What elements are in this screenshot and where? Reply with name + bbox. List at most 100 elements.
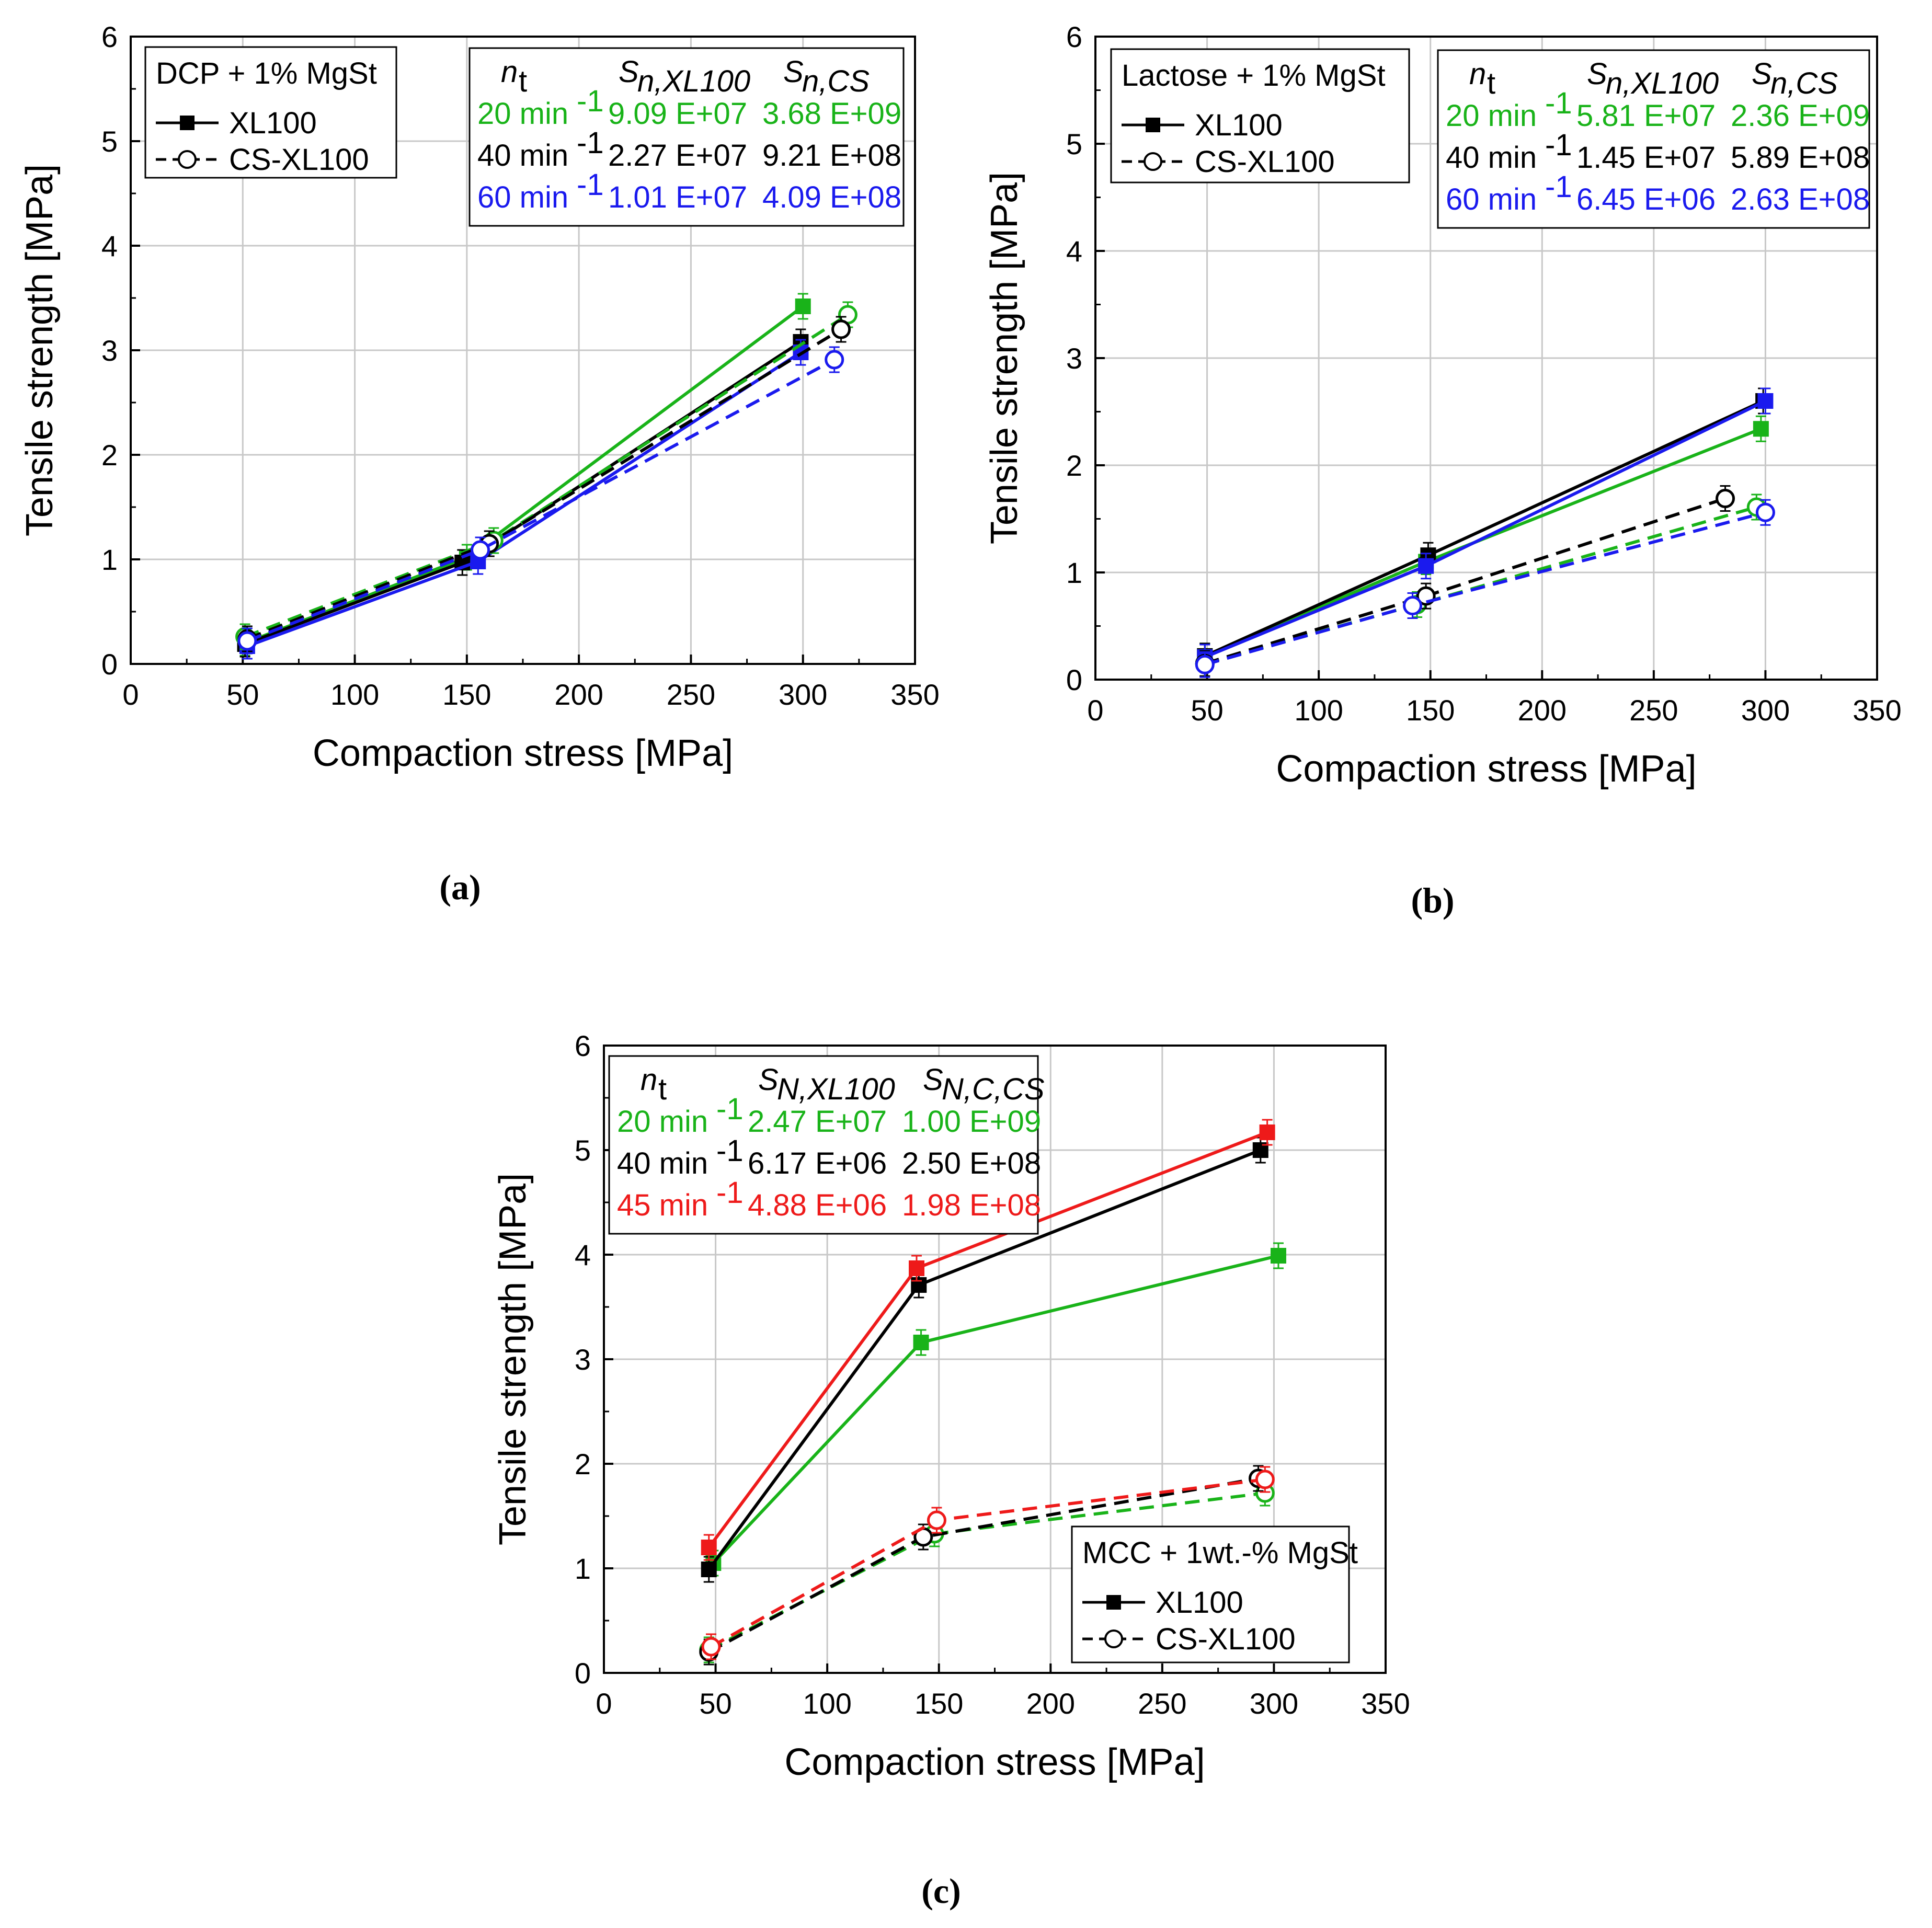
legend-title: Lactose + 1% MgSt — [1122, 59, 1386, 93]
table-row: 60 min -1 6.45 E+06 2.63 E+08 — [1446, 170, 1870, 216]
table-header-s2-sub: n,CS — [1770, 66, 1838, 100]
series-1 — [1197, 415, 1769, 670]
table-header-s1-sub: n,XL100 — [637, 64, 750, 98]
table-header-s1: S — [619, 55, 639, 89]
y-tick-label: 1 — [1066, 556, 1082, 589]
series-4 — [235, 301, 858, 650]
table-speed-exponent: -1 — [1545, 86, 1572, 120]
table-row: 45 min -1 4.88 E+06 1.98 E+08 — [617, 1176, 1041, 1222]
data-point-circle — [831, 319, 851, 339]
y-axis-title: Tensile strength [MPa] — [492, 1173, 534, 1545]
data-point-square — [1270, 1248, 1286, 1264]
series-4 — [1195, 494, 1766, 677]
x-tick-label: 50 — [1191, 694, 1223, 727]
legend-dashed-label: CS-XL100 — [229, 143, 369, 177]
series-line — [244, 340, 802, 646]
legend-circle-marker — [1144, 152, 1162, 171]
chart-panel-3: 0 50 100 150 200 250 300 350 0 1 2 3 4 5 6 Compaction s… — [492, 1029, 1410, 1911]
y-axis-title: Tensile strength [MPa] — [984, 172, 1025, 544]
table-header-t: t — [658, 1072, 667, 1106]
x-tick-label: 50 — [699, 1687, 731, 1720]
legend-dashed-label: CS-XL100 — [1195, 145, 1335, 179]
x-tick-label: 50 — [226, 678, 259, 711]
table-header-t: t — [519, 64, 527, 98]
data-point-circle — [237, 631, 257, 651]
table-header-s1: S — [1587, 57, 1607, 91]
table-speed-exponent: -1 — [1545, 170, 1572, 204]
series-line — [244, 313, 849, 638]
table-header-s1-sub: N,XL100 — [777, 1072, 895, 1106]
x-tick-label: 0 — [596, 1687, 612, 1720]
data-point-square — [701, 1562, 717, 1577]
table-row: 20 min -1 2.47 E+07 1.00 E+09 — [617, 1092, 1041, 1139]
legend-solid-label: XL100 — [1156, 1586, 1243, 1620]
data-point-square — [701, 1540, 717, 1555]
table-row: 20 min -1 9.09 E+07 3.68 E+09 — [477, 84, 901, 131]
series-line — [712, 1254, 1279, 1565]
chart-panel-1: 0 50 100 150 200 250 300 350 0 1 2 3 4 5 6 Compaction s… — [19, 20, 940, 907]
data-point-circle — [1403, 596, 1423, 616]
table-row: 40 min -1 6.17 E+06 2.50 E+08 — [617, 1134, 1041, 1180]
y-tick-label: 3 — [575, 1343, 591, 1376]
y-tick-label: 3 — [101, 334, 118, 367]
y-tick-label: 5 — [101, 125, 118, 158]
x-tick-label: 250 — [1629, 694, 1678, 727]
table-row: 20 min -1 5.81 E+07 2.36 E+09 — [1446, 86, 1870, 133]
y-tick-label: 2 — [101, 439, 118, 472]
table-header-n: n — [641, 1063, 657, 1097]
table-s-cs: 4.09 E+08 — [762, 180, 901, 214]
y-tick-label: 0 — [1066, 663, 1082, 696]
series-line — [244, 305, 804, 645]
data-point-square — [909, 1260, 924, 1276]
table-header-s2-sub: n,CS — [802, 64, 870, 98]
legend-square-marker — [1106, 1595, 1121, 1610]
table-s-xl100: 4.88 E+06 — [748, 1188, 887, 1222]
data-point-square — [795, 299, 811, 314]
table-header-s2: S — [783, 55, 804, 89]
table-speed-exponent: -1 — [716, 1092, 744, 1126]
table-header-n: n — [1469, 57, 1486, 91]
series-line — [246, 328, 842, 640]
y-tick-label: 4 — [575, 1238, 591, 1271]
table-s-cs: 2.36 E+09 — [1731, 99, 1870, 133]
table-speed: 20 min — [477, 97, 568, 131]
table-s-xl100: 2.27 E+07 — [608, 139, 747, 173]
table-s-xl100: 6.17 E+06 — [748, 1146, 887, 1180]
series-1 — [237, 293, 811, 657]
table-header-s2: S — [1752, 57, 1772, 91]
y-axis-title: Tensile strength [MPa] — [19, 164, 61, 536]
table-speed-exponent: -1 — [577, 168, 604, 202]
x-tick-label: 100 — [330, 678, 379, 711]
legend-solid-label: XL100 — [229, 106, 317, 140]
y-tick-label: 6 — [1066, 20, 1082, 53]
data-point-circle — [1195, 655, 1215, 674]
data-point-circle — [825, 350, 844, 370]
x-tick-label: 200 — [1026, 1687, 1075, 1720]
series-line — [1204, 497, 1726, 665]
table-header-n: n — [501, 55, 518, 89]
data-point-square — [1259, 1124, 1275, 1140]
series-6 — [237, 346, 844, 655]
table-speed-exponent: -1 — [716, 1134, 744, 1168]
legend-circle-marker — [178, 150, 197, 169]
series-line — [1204, 511, 1766, 667]
x-tick-label: 300 — [1741, 694, 1790, 727]
data-point-square — [1418, 558, 1434, 574]
y-tick-label: 2 — [575, 1448, 591, 1481]
x-axis-title: Compaction stress [MPa] — [1276, 748, 1696, 790]
y-tick-label: 6 — [101, 20, 118, 53]
x-tick-label: 100 — [803, 1687, 851, 1720]
table-s-xl100: 9.09 E+07 — [608, 97, 747, 131]
data-point-square — [1757, 393, 1774, 409]
data-point-circle — [471, 540, 490, 560]
table-s-xl100: 1.01 E+07 — [608, 180, 747, 214]
legend-dashed-label: CS-XL100 — [1156, 1622, 1296, 1656]
table-speed: 40 min — [617, 1146, 708, 1180]
x-axis-title: Compaction stress [MPa] — [784, 1741, 1205, 1783]
x-tick-label: 150 — [914, 1687, 963, 1720]
y-tick-label: 0 — [101, 648, 118, 681]
